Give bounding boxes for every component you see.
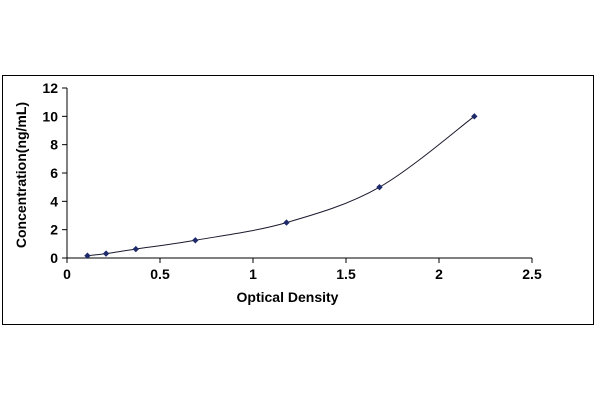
- y-tick-label: 6: [50, 165, 58, 181]
- data-points: [84, 113, 478, 259]
- x-ticks: 0 0.5 1 1.5 2 2.5: [63, 258, 542, 282]
- y-tick-label: 2: [50, 222, 58, 238]
- y-tick-label: 0: [50, 250, 58, 266]
- x-tick-label: 2: [435, 266, 443, 282]
- y-tick-label: 10: [42, 108, 58, 124]
- data-point: [102, 250, 110, 257]
- data-point: [376, 183, 383, 191]
- x-tick-label: 2.5: [522, 266, 542, 282]
- y-tick-label: 4: [50, 193, 58, 209]
- x-tick-label: 1.5: [336, 266, 356, 282]
- y-tick-label: 8: [50, 137, 58, 153]
- y-axis-title: Concentration(ng/mL): [13, 102, 29, 248]
- x-tick-label: 1: [249, 266, 257, 282]
- x-axis-title: Optical Density: [237, 289, 339, 305]
- data-point: [132, 245, 140, 253]
- data-point: [192, 237, 199, 244]
- x-tick-label: 0.5: [150, 266, 170, 282]
- y-ticks: 0 2 4 6 8 10 12: [42, 80, 67, 266]
- data-point: [283, 219, 290, 226]
- axes: [66, 88, 532, 259]
- fit-curve: [87, 115, 475, 257]
- y-tick-label: 12: [42, 80, 58, 96]
- x-tick-label: 0: [63, 266, 71, 282]
- chart-frame: [2, 75, 594, 325]
- data-point: [471, 113, 478, 120]
- data-point: [84, 252, 91, 259]
